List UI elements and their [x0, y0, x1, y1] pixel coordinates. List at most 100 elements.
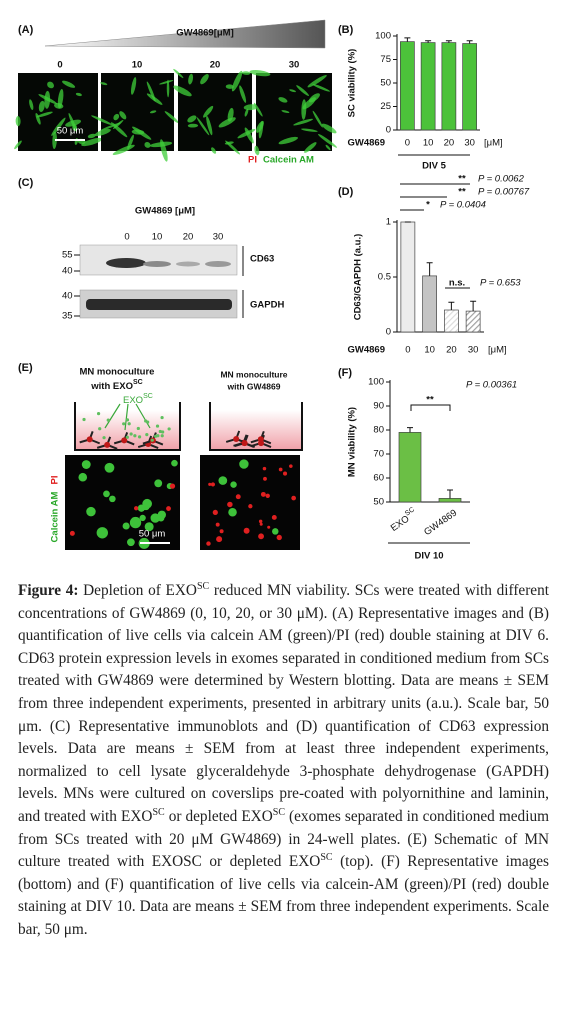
- cell: [308, 93, 320, 103]
- cell: [211, 147, 217, 154]
- y-tick-label: 0: [386, 125, 391, 136]
- cell: [91, 115, 113, 126]
- dead-cell: [166, 506, 171, 511]
- cell: [166, 79, 170, 98]
- dead-cell: [235, 494, 241, 500]
- cells: [79, 412, 272, 450]
- cell: [239, 85, 247, 103]
- cell: [36, 111, 53, 118]
- y-tick-label: 60: [373, 473, 384, 484]
- arrows: [104, 403, 151, 431]
- vesicle: [167, 427, 171, 431]
- dead-cell: [219, 529, 224, 534]
- significance-mark: *: [426, 200, 430, 211]
- cell: [203, 105, 214, 118]
- micrographs: [14, 68, 337, 162]
- vesicle: [98, 427, 102, 431]
- cell: [253, 102, 263, 117]
- vesicle: [102, 436, 106, 440]
- y-tick-label: 50: [380, 78, 391, 89]
- dead-cell: [276, 534, 282, 541]
- cell: [81, 137, 103, 147]
- stain-label: Calcein AM: [263, 155, 314, 166]
- y-tick-label: 1: [386, 217, 391, 228]
- error-bar: [426, 262, 433, 276]
- band-label: CD63: [250, 254, 274, 265]
- x-axis-label: GW4869: [348, 138, 386, 149]
- well-wall: [74, 402, 181, 451]
- dead-cell: [69, 530, 75, 536]
- dead-cell: [283, 471, 288, 476]
- live-cell: [109, 495, 116, 503]
- cell: [196, 117, 210, 136]
- vesicle: [106, 418, 110, 422]
- dead-cell: [262, 466, 267, 471]
- cell: [44, 90, 51, 109]
- vesicle: [82, 417, 86, 422]
- error-bar: [466, 40, 473, 44]
- error-bar: [470, 300, 477, 312]
- y-tick-label: 90: [373, 401, 384, 412]
- dead-cell: [243, 527, 250, 534]
- bar: [422, 275, 437, 333]
- cell: [65, 119, 81, 127]
- y-tick-label: 0: [386, 327, 391, 338]
- y-tick-label: 25: [380, 101, 391, 112]
- live-cell: [86, 506, 96, 517]
- x-tick-label: GW4869: [422, 508, 459, 539]
- bar: [398, 432, 422, 503]
- dead-cell: [206, 541, 211, 546]
- cell: [281, 110, 290, 114]
- panel-label: (F): [338, 367, 352, 379]
- dead-cell: [278, 467, 283, 472]
- marker: 55: [62, 250, 73, 261]
- group-label: DIV 10: [414, 551, 443, 562]
- vesicle: [127, 422, 131, 426]
- x-tick-label: 0: [405, 345, 410, 356]
- arrow-label: EXOSC: [123, 393, 153, 406]
- band: [176, 261, 200, 267]
- caption-sup: SC: [272, 806, 285, 818]
- y-axis-label: MN viability (%): [347, 407, 358, 477]
- vesicle: [160, 415, 164, 420]
- cell: [146, 93, 163, 105]
- stain-label: Calcein AM: [50, 491, 61, 542]
- live-cell: [103, 490, 110, 498]
- x-tick-label: 30: [468, 345, 479, 356]
- p-value: P = 0.00361: [466, 380, 517, 391]
- vesicle: [150, 438, 154, 442]
- cell: [244, 108, 249, 117]
- vesicle: [122, 422, 126, 426]
- y-tick-label: 70: [373, 449, 384, 460]
- y-axis-label: CD63/GAPDH (a.u.): [353, 234, 364, 321]
- dose-label: 20: [183, 232, 194, 243]
- cell: [296, 85, 309, 96]
- dose-label: 0: [124, 232, 129, 243]
- soma: [233, 435, 240, 442]
- live-cell: [137, 504, 146, 512]
- micrograph: [18, 73, 98, 151]
- y-tick-label: 50: [373, 497, 384, 508]
- x-unit: [μM]: [488, 345, 507, 356]
- micrograph: [101, 73, 174, 151]
- significance-mark: n.s.: [449, 278, 465, 289]
- bar: [444, 309, 459, 333]
- cell: [173, 68, 184, 79]
- live-cell: [78, 472, 88, 482]
- cell: [35, 112, 41, 125]
- live-cell: [218, 476, 228, 485]
- caption-text: reduced MN viability. SCs were treated w…: [18, 582, 549, 825]
- caption-sup: SC: [152, 806, 165, 818]
- dead-cell: [210, 482, 216, 487]
- live-cell: [81, 460, 91, 469]
- well: [75, 410, 180, 450]
- dead-cell: [169, 483, 176, 489]
- x-axis-label: GW4869: [348, 345, 386, 356]
- live-cell: [239, 459, 249, 469]
- caption-sup: SC: [196, 580, 210, 592]
- cell: [278, 97, 288, 103]
- cell: [187, 123, 199, 128]
- dead-cell: [267, 525, 271, 529]
- cell: [144, 141, 151, 148]
- condition-title: with GW4869: [227, 381, 281, 391]
